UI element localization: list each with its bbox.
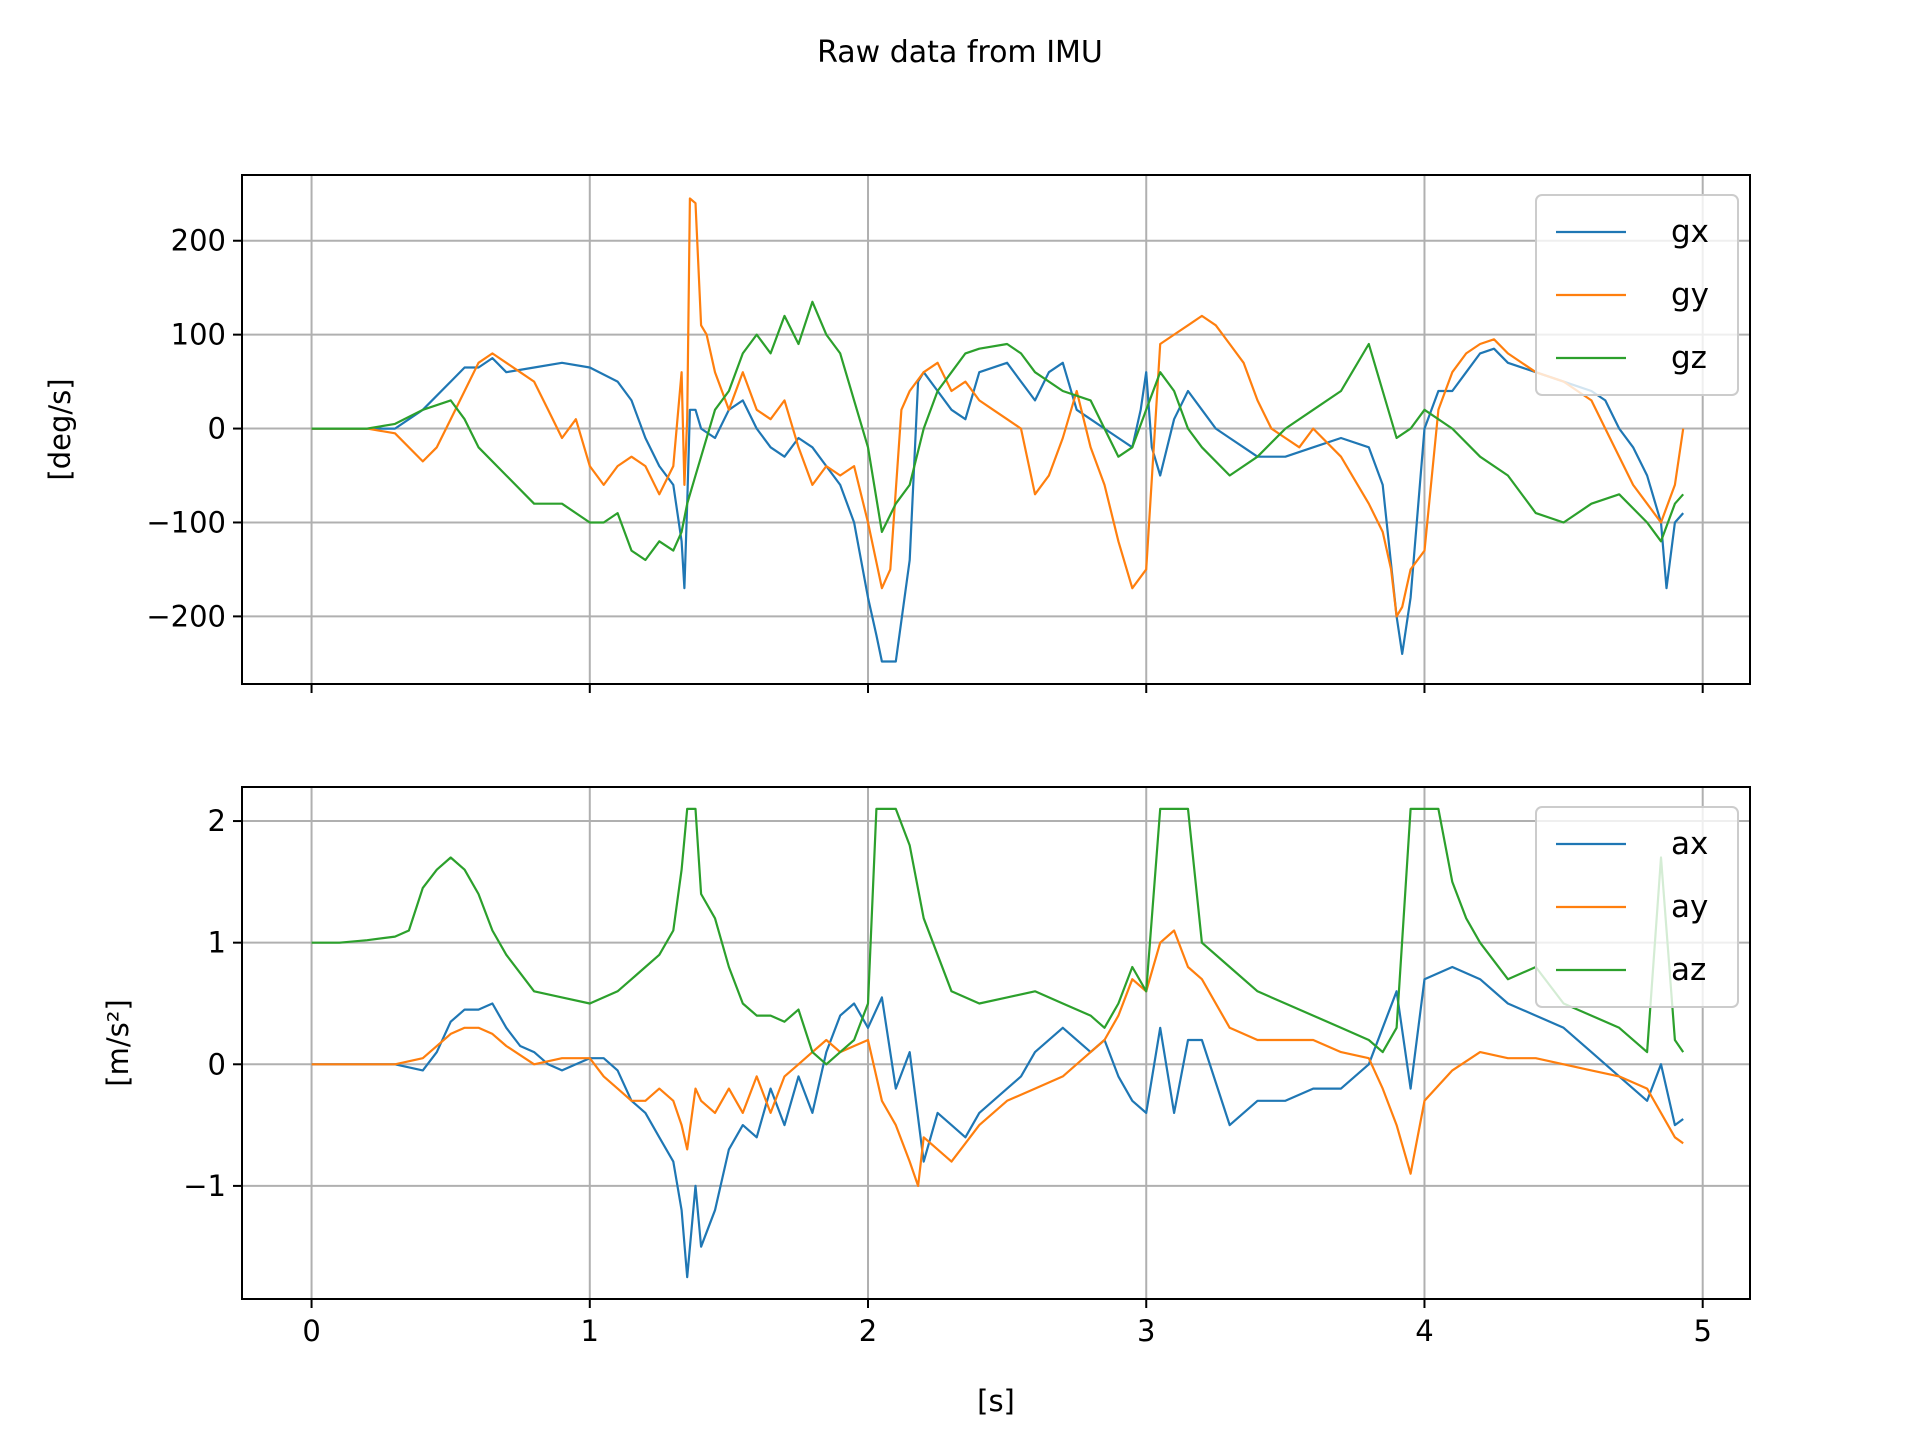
legend-label-ay: ay	[1671, 889, 1708, 925]
legend: ax ay az	[1535, 806, 1739, 1008]
plot-area: −200 −100 0 100 200 [deg/s] gx gy gz 0 1 2 3 4 5 −1 0 1 2 […	[43, 174, 1751, 1418]
legend-label-ax: ax	[1671, 826, 1708, 862]
x-tick-label: 4	[1415, 1314, 1433, 1348]
legend-box	[1535, 806, 1739, 1008]
y-axis-label: [deg/s]	[43, 378, 77, 480]
y-tick-label: −1	[183, 1169, 226, 1203]
series-line-gx	[311, 347, 1685, 663]
y-tick-label: −200	[146, 599, 226, 633]
y-tick-label: 0	[208, 412, 226, 446]
x-tick-label: 2	[859, 1314, 877, 1348]
y-tick-label: −100	[146, 505, 226, 539]
y-axis-label: [m/s²]	[101, 999, 135, 1086]
y-tick-label: 200	[171, 224, 226, 258]
series-line-ay	[311, 929, 1684, 1187]
legend-label-gz: gz	[1671, 340, 1707, 376]
legend-label-gx: gx	[1671, 214, 1709, 250]
axes-frame	[241, 786, 1751, 1300]
y-tick-label: 0	[208, 1047, 226, 1081]
x-tick-label: 3	[1137, 1314, 1155, 1348]
y-tick-label: 2	[208, 804, 226, 838]
legend-label-az: az	[1671, 952, 1706, 988]
series-line-az	[311, 807, 1685, 1066]
chart-panel-2: 0 1 2 3 4 5 −1 0 1 2 [m/s²] [s] ax ay az	[101, 786, 1751, 1418]
figure-title: Raw data from IMU	[817, 35, 1103, 70]
series-line-ax	[311, 965, 1684, 1279]
legend-box	[1535, 194, 1739, 396]
legend-label-gy: gy	[1671, 277, 1709, 313]
y-tick-label: 100	[171, 318, 226, 352]
legend: gx gy gz	[1535, 194, 1739, 396]
series-line-gy	[311, 197, 1685, 618]
x-tick-label: 0	[302, 1314, 320, 1348]
series-line-gz	[311, 300, 1685, 562]
y-tick-label: 1	[208, 926, 226, 960]
x-tick-label: 5	[1693, 1314, 1711, 1348]
x-axis-label: [s]	[977, 1384, 1015, 1418]
chart-panel-1: −200 −100 0 100 200 [deg/s] gx gy gz	[43, 174, 1751, 693]
x-tick-label: 1	[581, 1314, 599, 1348]
